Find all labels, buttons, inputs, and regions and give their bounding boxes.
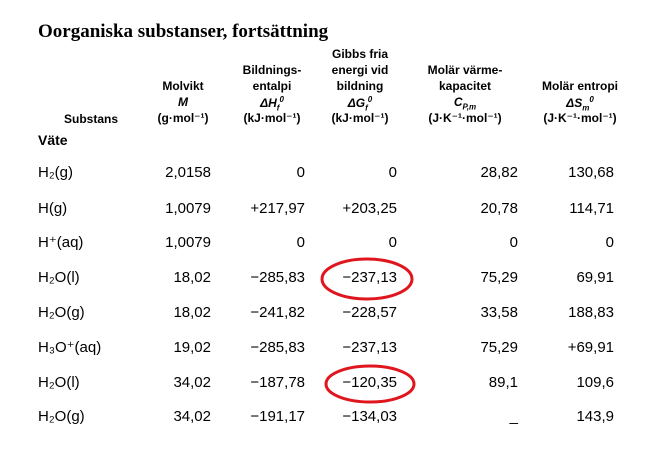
table-cell: −285,83 xyxy=(250,339,305,356)
table-cell: −120,35 xyxy=(342,374,397,391)
table-cell: 0 xyxy=(388,164,397,181)
column-header-line: Bildnings- xyxy=(242,63,302,77)
substance: H⁺(aq) xyxy=(38,234,84,251)
table-cell: 0 xyxy=(388,234,397,251)
symbol-base: ΔH xyxy=(260,96,277,110)
table-cell: 75,29 xyxy=(480,339,518,356)
highlight-circle xyxy=(320,257,414,301)
table-cell: 89,1 xyxy=(488,374,518,391)
column-header-line: energi vid xyxy=(331,63,389,77)
substance: H₂O(g) xyxy=(38,408,85,425)
table-cell: −237,13 xyxy=(342,339,397,356)
substance: H₂O(g) xyxy=(38,304,85,321)
page-title: Oorganiska substanser, fortsättning xyxy=(38,21,329,42)
column-header-symbol: M xyxy=(178,96,188,108)
substance: H₃O⁺(aq) xyxy=(38,339,102,356)
table-cell: 69,91 xyxy=(576,269,614,286)
table-cell: 20,78 xyxy=(480,200,518,217)
symbol-subscript: f xyxy=(276,103,280,113)
table-cell: 18,02 xyxy=(173,304,211,321)
substance: H₂(g) xyxy=(38,164,73,181)
table-cell: −187,78 xyxy=(250,374,305,391)
column-header-line: Molvikt xyxy=(162,79,204,93)
column-header-line: Molär entropi xyxy=(541,79,619,93)
column-header-line: (kJ·mol⁻¹) xyxy=(243,111,301,125)
table-cell: 130,68 xyxy=(568,164,614,181)
table-cell: 0 xyxy=(509,234,518,251)
substance: H₂O(l) xyxy=(38,269,80,286)
symbol-base: ΔG xyxy=(347,96,366,110)
column-header-line: Molär värme- xyxy=(427,63,503,77)
symbol-subscript: P,m xyxy=(462,102,477,112)
table-cell: −285,83 xyxy=(250,269,305,286)
symbol-superscript: 0 xyxy=(279,95,284,104)
table-cell: _ xyxy=(509,408,518,425)
symbol-superscript: 0 xyxy=(367,95,373,104)
table-cell: 1,0079 xyxy=(165,234,211,251)
column-header-symbol: ΔHf0 xyxy=(260,96,284,112)
table-cell: 18,02 xyxy=(173,269,211,286)
table-cell: +69,91 xyxy=(567,339,614,356)
table-cell: 33,58 xyxy=(480,304,518,321)
table-cell: 34,02 xyxy=(173,374,211,391)
column-header-line: (g·mol⁻¹) xyxy=(157,111,209,125)
table-cell: −228,57 xyxy=(342,304,397,321)
table-cell: 75,29 xyxy=(480,269,518,286)
table-cell: 1,0079 xyxy=(165,200,211,217)
table-cell: 0 xyxy=(605,234,614,251)
column-header-symbol: ΔGf0 xyxy=(348,96,373,112)
table-cell: 114,71 xyxy=(569,200,614,217)
table-cell: 0 xyxy=(296,234,305,251)
column-header-symbol: ΔSm0 xyxy=(566,96,594,112)
column-header-line: bildning xyxy=(336,79,384,93)
table-cell: −237,13 xyxy=(342,269,397,286)
table-cell: −191,17 xyxy=(250,408,305,425)
column-header-line: (kJ·mol⁻¹) xyxy=(331,111,389,125)
table-cell: 143,9 xyxy=(576,408,614,425)
column-header-line: (J·K⁻¹·mol⁻¹) xyxy=(543,111,617,125)
symbol-base: M xyxy=(178,95,188,109)
table-cell: −241,82 xyxy=(250,304,305,321)
column-header-line: entalpi xyxy=(252,79,292,93)
column-header-line: Gibbs fria xyxy=(331,47,389,61)
symbol-superscript: 0 xyxy=(589,95,594,104)
substance: H₂O(l) xyxy=(38,374,80,391)
table-cell: +217,97 xyxy=(250,200,305,217)
symbol-base: ΔS xyxy=(566,96,583,110)
table-cell: 0 xyxy=(296,164,305,181)
column-header-line: (J·K⁻¹·mol⁻¹) xyxy=(428,111,502,125)
column-header-line: kapacitet xyxy=(438,79,492,93)
symbol-subscript: m xyxy=(582,103,590,113)
symbol-subscript: f xyxy=(365,103,368,113)
table-cell: 28,82 xyxy=(480,164,518,181)
substance-header: Substans xyxy=(64,112,119,126)
symbol-base: C xyxy=(453,95,463,109)
table-cell: 188,83 xyxy=(568,304,614,321)
substance: H(g) xyxy=(38,200,68,217)
column-header-symbol: CP,m xyxy=(454,96,476,111)
table-cell: 34,02 xyxy=(173,408,211,425)
table-cell: +203,25 xyxy=(342,200,397,217)
group-label: Väte xyxy=(38,132,68,148)
table-cell: 19,02 xyxy=(173,339,211,356)
table-cell: −134,03 xyxy=(342,408,397,425)
table-cell: 109,6 xyxy=(576,374,614,391)
table-cell: 2,0158 xyxy=(165,164,211,181)
highlight-circle xyxy=(324,364,416,404)
